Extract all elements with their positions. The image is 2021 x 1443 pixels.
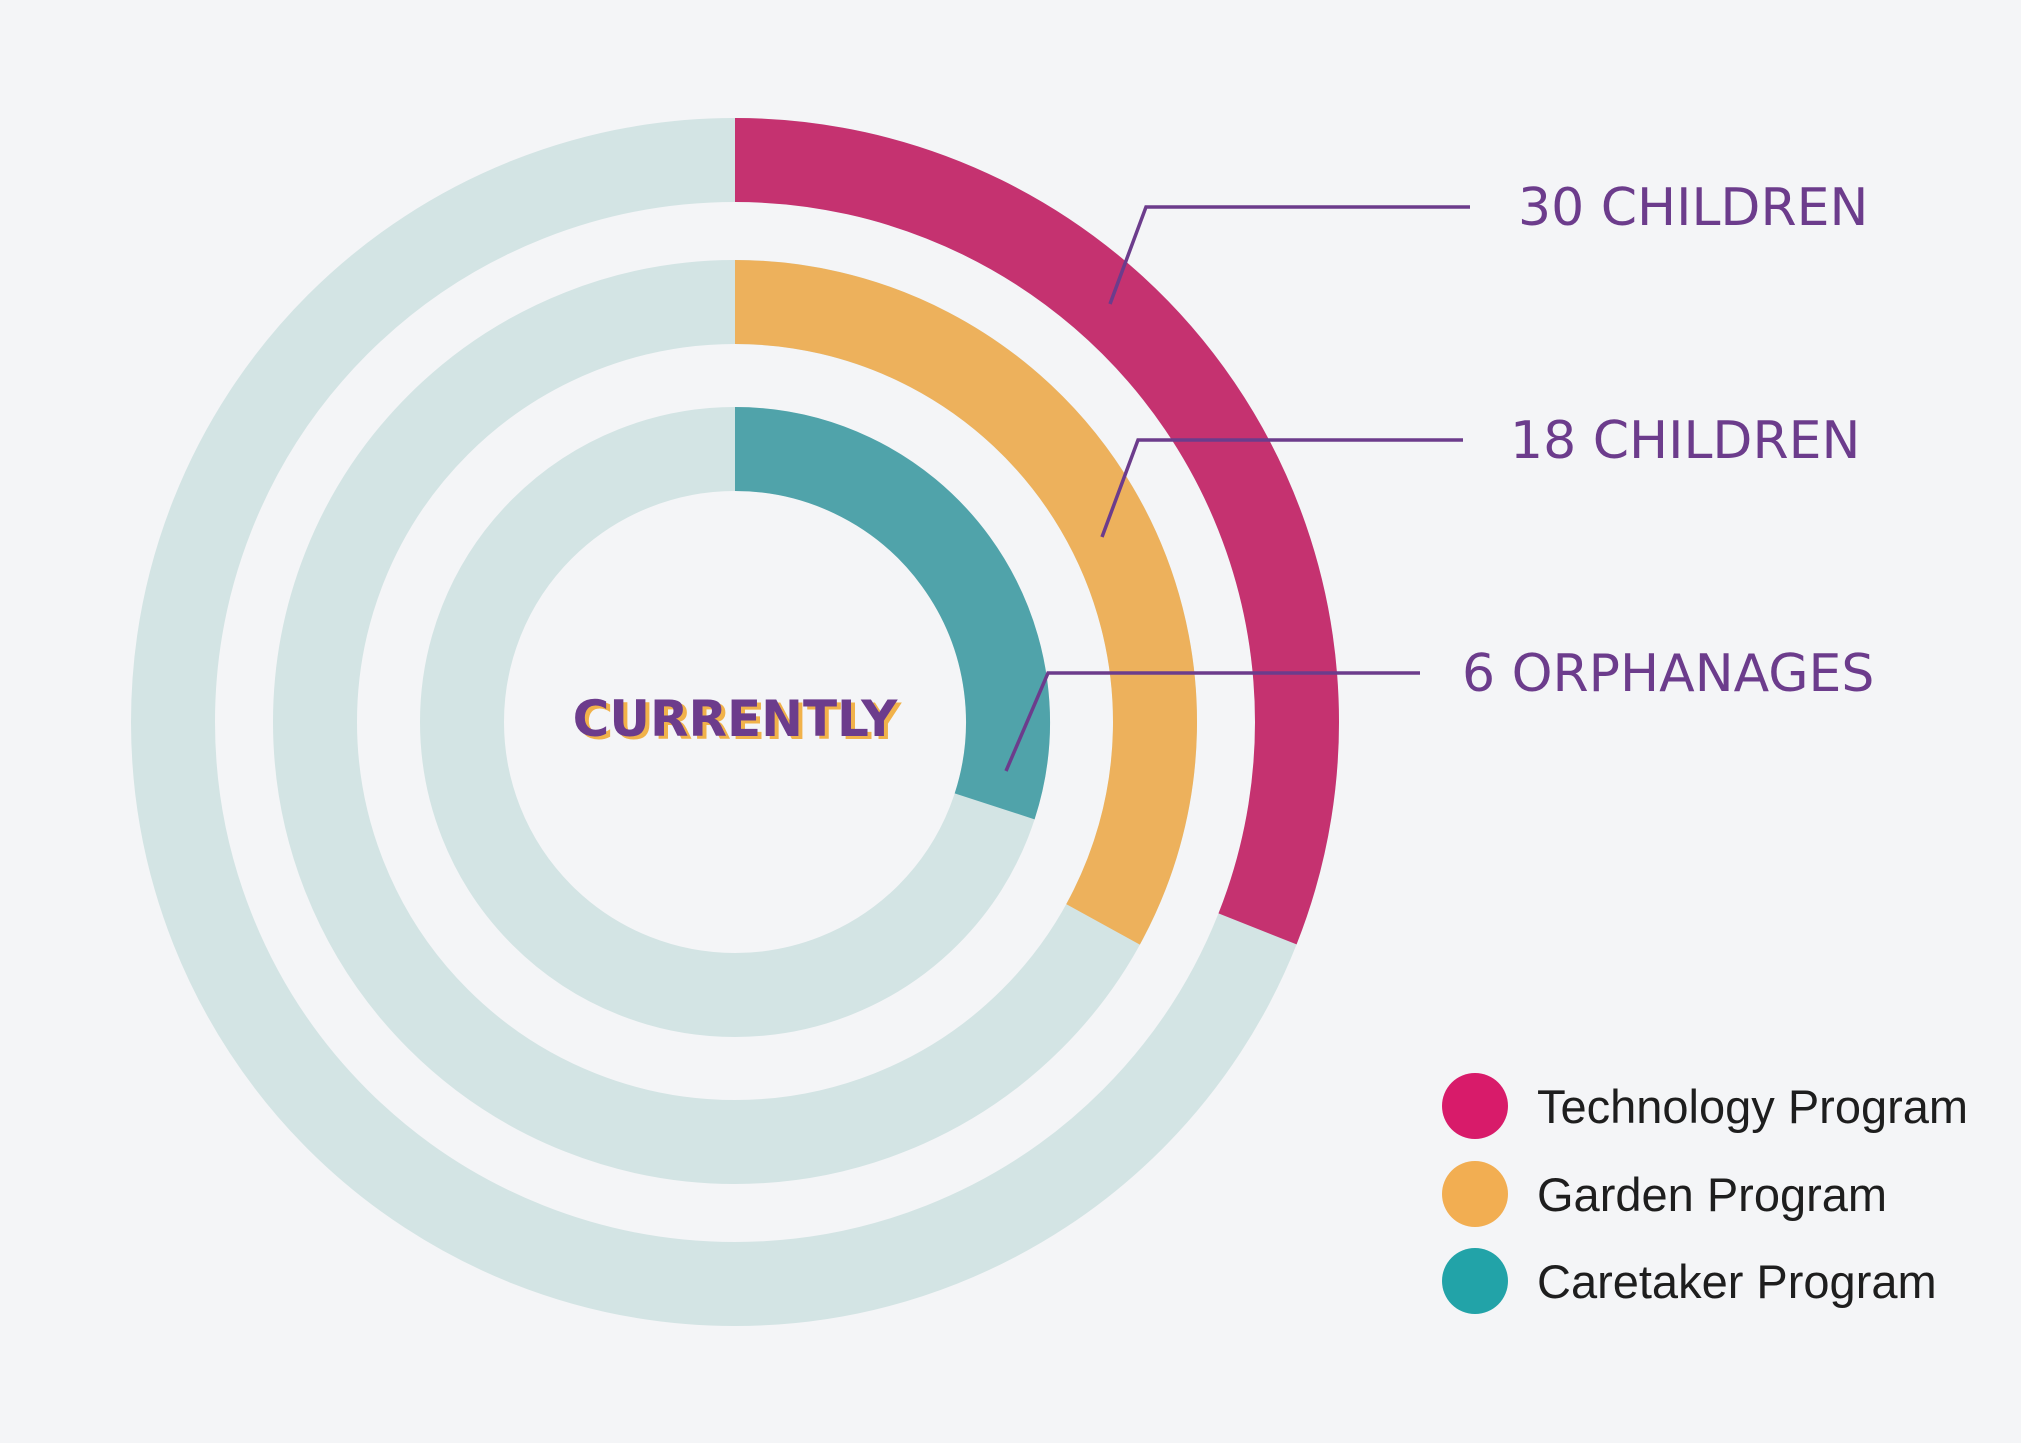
legend-label-garden: Garden Program bbox=[1537, 1168, 1887, 1221]
leader-line-technology bbox=[1108, 205, 1470, 305]
legend-swatch-caretaker bbox=[1442, 1248, 1508, 1314]
arc-garden bbox=[734, 260, 1197, 945]
leader-line-caretaker bbox=[1004, 671, 1420, 772]
value-label-garden: 18 CHILDREN bbox=[1510, 411, 1860, 471]
arc-caretaker bbox=[734, 407, 1050, 820]
value-label-caretaker: 6 ORPHANAGES bbox=[1462, 644, 1874, 704]
legend: Technology Program Garden Program Careta… bbox=[1442, 1073, 1968, 1314]
value-label-technology: 30 CHILDREN bbox=[1518, 178, 1868, 238]
legend-label-caretaker: Caretaker Program bbox=[1537, 1255, 1937, 1308]
center-label-shadow: CURRENTLY bbox=[577, 693, 902, 751]
legend-label-technology: Technology Program bbox=[1537, 1080, 1968, 1133]
legend-swatch-garden bbox=[1442, 1161, 1508, 1227]
leader-line-garden bbox=[1100, 438, 1463, 538]
arc-technology bbox=[734, 118, 1339, 945]
legend-swatch-technology bbox=[1442, 1073, 1508, 1139]
center-label: CURRENTLY bbox=[573, 690, 898, 748]
